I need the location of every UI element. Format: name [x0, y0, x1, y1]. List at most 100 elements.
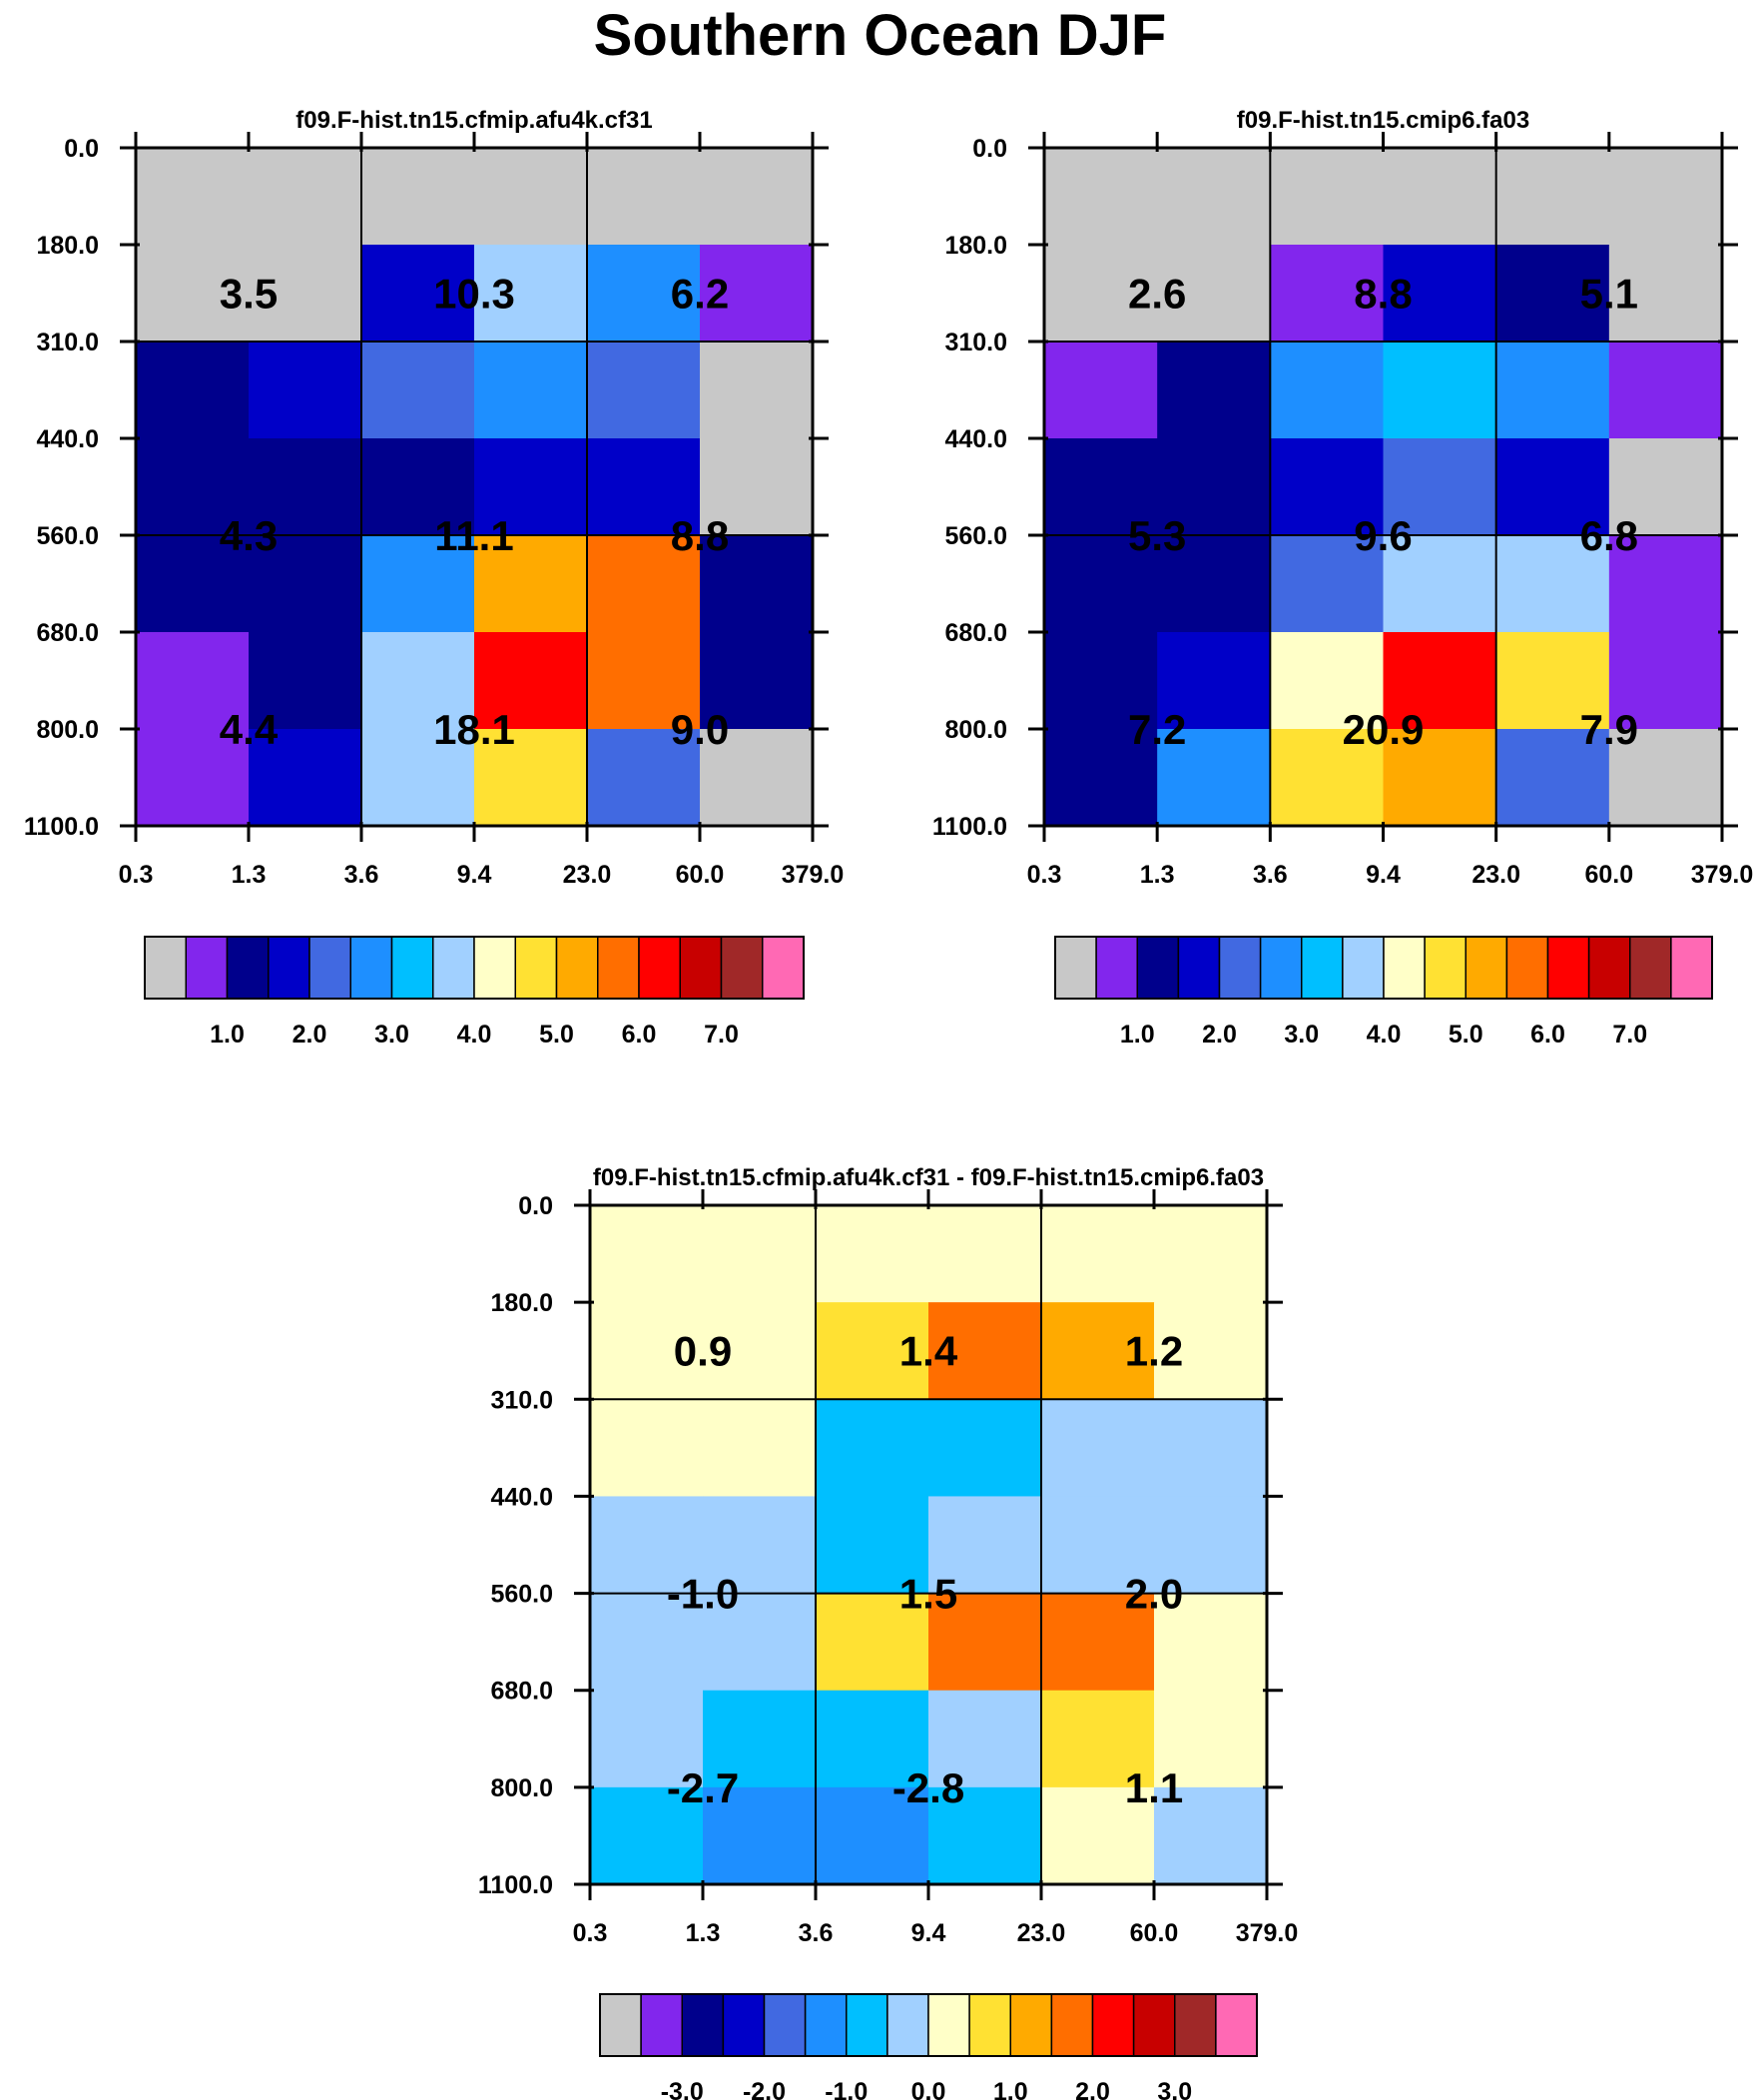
box-value-label: 1.2 [1125, 1328, 1183, 1375]
legend-swatch [1342, 936, 1385, 1000]
x-tick-label: 3.6 [1253, 861, 1288, 889]
legend-label: 3.0 [1157, 2078, 1192, 2100]
heatmap-cell [816, 1302, 929, 1400]
heatmap-cell [1157, 245, 1271, 343]
box-value-label: 8.8 [671, 512, 729, 559]
heatmap-cell [1157, 342, 1271, 439]
heatmap-cell [1041, 1302, 1155, 1400]
heatmap-cell [361, 632, 475, 730]
heatmap-cell [590, 1786, 704, 1885]
x-tick-label: 9.4 [1366, 861, 1401, 889]
heatmap-cell [1154, 1205, 1268, 1303]
heatmap-cell [1157, 729, 1271, 827]
heatmap-cell [928, 1205, 1042, 1303]
legend-swatch [1009, 1993, 1053, 2057]
heatmap-cell [1608, 632, 1723, 730]
heatmap-cell [928, 1786, 1042, 1885]
legend-swatch [308, 936, 351, 1000]
box-value-label: 18.1 [433, 706, 515, 753]
y-tick-label: 680.0 [490, 1678, 553, 1706]
y-tick-label: 0.0 [972, 135, 1007, 163]
box-value-label: -2.8 [892, 1764, 964, 1811]
heatmap-cell [136, 535, 250, 633]
panel-title: f09.F-hist.tn15.cmip6.fa03 [1237, 107, 1529, 134]
heatmap-cell [136, 342, 250, 439]
heatmap-cell [249, 632, 362, 730]
heatmap-cell [1044, 245, 1158, 343]
legend-swatch [1054, 936, 1097, 1000]
figure-title: Southern Ocean DJF [593, 3, 1167, 68]
heatmap-cell [1608, 438, 1723, 536]
heatmap-cell [1608, 342, 1723, 439]
y-tick-label: 560.0 [490, 1581, 553, 1609]
heatmap-cell [1044, 342, 1158, 439]
heatmap-cell [249, 342, 362, 439]
y-tick-label: 560.0 [944, 522, 1007, 550]
legend-label: 1.0 [210, 1021, 245, 1049]
heatmap-cell [361, 729, 475, 827]
heatmap-cell [361, 245, 475, 343]
heatmap-cell [587, 148, 701, 246]
x-tick-label: 0.3 [1027, 861, 1062, 889]
legend-label: 4.0 [457, 1021, 492, 1049]
heatmap-cell [590, 1205, 704, 1303]
legend-swatch [1177, 936, 1221, 1000]
legend-swatch [390, 936, 434, 1000]
x-tick-label: 9.4 [457, 861, 492, 889]
heatmap-cell [1270, 148, 1385, 246]
heatmap-cell [1383, 438, 1497, 536]
box-value-label: -2.7 [667, 1764, 739, 1811]
heatmap-cell [1383, 535, 1497, 633]
y-tick-label: 440.0 [944, 425, 1007, 453]
y-tick-label: 0.0 [64, 135, 99, 163]
heatmap-cell [700, 245, 814, 343]
heatmap-cell [703, 1205, 817, 1303]
box-value-label: 7.9 [1580, 706, 1638, 753]
heatmap-cell [587, 632, 701, 730]
y-tick-label: 800.0 [36, 716, 99, 744]
heatmap-cell [816, 1399, 929, 1498]
legend-swatch [1174, 1993, 1217, 2057]
y-tick-label: 1100.0 [478, 1871, 553, 1899]
legend-swatch [1465, 936, 1508, 1000]
box-value-label: 9.0 [671, 706, 729, 753]
heatmap-cell [361, 438, 475, 536]
legend-swatch [968, 1993, 1011, 2057]
legend-swatch [886, 1993, 929, 2057]
x-tick-label: 1.3 [232, 861, 267, 889]
panel-2: f09.F-hist.tn15.cmip6.fa03 0.0 180.0 310.0 4… [932, 107, 1753, 1049]
x-tick-label: 379.0 [1691, 861, 1754, 889]
x-tick-label: 60.0 [676, 861, 725, 889]
legend-label: -3.0 [661, 2078, 704, 2100]
y-tick-label: 180.0 [36, 232, 99, 260]
heatmap-cell [1495, 245, 1610, 343]
heatmap-cell [1041, 1399, 1155, 1498]
legend-label: 2.0 [1075, 2078, 1110, 2100]
x-tick-label: 3.6 [344, 861, 379, 889]
heatmap-cell [700, 535, 814, 633]
legend-label: 3.0 [374, 1021, 409, 1049]
y-tick-label: 180.0 [944, 232, 1007, 260]
heatmap-cell [1383, 729, 1497, 827]
y-tick-label: 0.0 [518, 1192, 553, 1220]
legend-swatch [1132, 1993, 1176, 2057]
heatmap-cell [928, 1593, 1042, 1692]
panel-1: f09.F-hist.tn15.cfmip.afu4k.cf31 0.0 180.0… [24, 107, 844, 1049]
legend-swatch [555, 936, 599, 1000]
y-tick-label: 800.0 [490, 1774, 553, 1802]
x-tick-label: 60.0 [1130, 1919, 1179, 1947]
heatmap-cell [136, 729, 250, 827]
legend-swatch [1587, 936, 1631, 1000]
heatmap-cell [136, 438, 250, 536]
legend-label: 1.0 [1120, 1021, 1155, 1049]
heatmap-cell [136, 632, 250, 730]
heatmap-cell [1383, 342, 1497, 439]
legend-swatch [638, 936, 681, 1000]
legend-swatch [1136, 936, 1180, 1000]
heatmap-cell [703, 1496, 817, 1595]
heatmap-cell [700, 148, 814, 246]
heatmap-cell [590, 1496, 704, 1595]
heatmap-cell [703, 1302, 817, 1400]
box-value-label: 0.9 [674, 1328, 732, 1375]
legend-swatch [1215, 1993, 1258, 2057]
